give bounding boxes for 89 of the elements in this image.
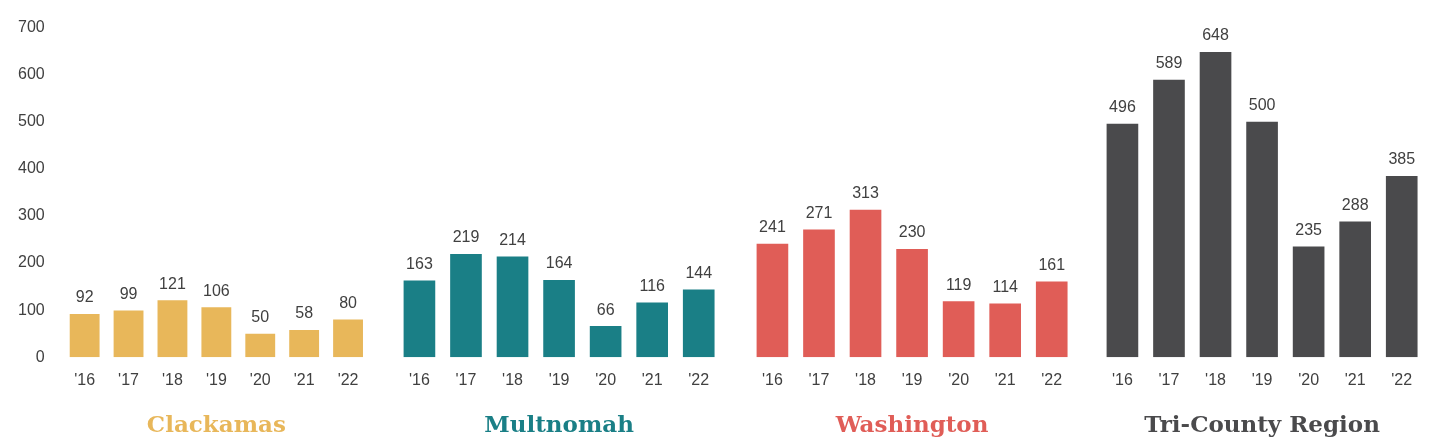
x-tick-label: '22 (688, 371, 710, 389)
bar (803, 229, 835, 358)
x-tick-label: '19 (901, 371, 923, 389)
data-label: 106 (203, 281, 230, 299)
x-tick-label: '21 (641, 371, 663, 389)
x-tick-label: '21 (1344, 371, 1366, 389)
data-label: 313 (852, 184, 879, 202)
bar (450, 254, 482, 358)
bar (942, 301, 975, 358)
data-label: 119 (945, 275, 972, 293)
bar (896, 248, 928, 358)
bar (989, 303, 1021, 358)
data-label: 144 (685, 263, 713, 281)
data-label: 288 (1341, 196, 1369, 213)
y-tick-label: 0 (35, 347, 45, 365)
y-tick-label: 100 (17, 300, 45, 318)
x-tick-label: '16 (1112, 371, 1133, 389)
x-tick-label: '17 (1158, 371, 1180, 389)
x-tick-label: '19 (205, 371, 227, 389)
x-tick-label: '18 (162, 371, 183, 389)
bar (589, 326, 622, 358)
data-label: 99 (119, 284, 138, 302)
data-label: 271 (805, 204, 833, 221)
bar (1106, 123, 1139, 358)
x-tick-label: '16 (762, 371, 783, 389)
x-tick-label: '17 (455, 371, 477, 389)
bar (1339, 221, 1371, 358)
bar (496, 256, 529, 358)
bar (1035, 281, 1068, 358)
data-label: 496 (1109, 98, 1136, 116)
x-tick-label: '19 (548, 371, 570, 389)
y-tick-label: 200 (17, 253, 45, 271)
data-label: 121 (159, 274, 186, 292)
x-tick-label: '21 (293, 371, 315, 389)
x-axis-title: Clackamas (146, 410, 286, 438)
data-label: 235 (1295, 220, 1323, 238)
data-label: 241 (759, 218, 786, 236)
x-tick-label: '21 (994, 371, 1016, 389)
x-axis-title: Washington (834, 410, 989, 438)
data-label: 385 (1388, 150, 1416, 168)
x-tick-label: '22 (337, 371, 359, 389)
data-label: 164 (545, 254, 573, 272)
data-label: 161 (1038, 255, 1066, 273)
bar (1199, 52, 1232, 358)
data-label: 648 (1202, 26, 1229, 44)
data-label: 500 (1248, 96, 1276, 114)
data-label: 116 (639, 276, 666, 294)
x-tick-label: '17 (118, 371, 140, 389)
bar (1153, 79, 1185, 358)
y-tick-label: 500 (17, 112, 45, 130)
data-label: 219 (452, 228, 480, 246)
y-tick-label: 400 (17, 159, 45, 177)
data-label: 58 (295, 304, 314, 322)
x-tick-label: '17 (808, 371, 830, 389)
x-tick-label: '20 (595, 371, 617, 389)
x-tick-label: '22 (1391, 371, 1413, 389)
bar (636, 302, 668, 358)
x-tick-label: '19 (1251, 371, 1273, 389)
data-label: 50 (251, 308, 270, 326)
bar (543, 279, 575, 358)
bar (1385, 175, 1418, 358)
data-label: 66 (596, 300, 615, 318)
bar (849, 209, 882, 358)
data-label: 92 (75, 288, 94, 306)
bar (682, 289, 715, 358)
x-tick-label: '20 (1298, 371, 1320, 389)
bar (403, 280, 436, 358)
x-tick-label: '22 (1041, 371, 1063, 389)
x-tick-label: '20 (948, 371, 970, 389)
bar (1292, 246, 1325, 358)
x-axis-title: Multnomah (484, 410, 635, 438)
x-tick-label: '16 (74, 371, 96, 389)
x-tick-label: '18 (855, 371, 877, 389)
bar (756, 243, 789, 358)
data-label: 163 (406, 254, 433, 272)
x-tick-label: '16 (409, 371, 430, 389)
y-tick-label: 600 (17, 65, 45, 83)
y-tick-label: 300 (17, 206, 45, 224)
data-label: 114 (992, 277, 1019, 295)
data-label: 80 (339, 293, 358, 311)
bar (1246, 121, 1278, 358)
x-axis-title: Tri-County Region (1144, 410, 1381, 438)
x-tick-label: '18 (502, 371, 524, 389)
data-label: 214 (499, 230, 526, 248)
y-tick-label: 700 (17, 18, 45, 36)
x-tick-label: '18 (1205, 371, 1227, 389)
data-label: 589 (1155, 54, 1183, 72)
x-tick-label: '20 (249, 371, 271, 389)
data-label: 230 (898, 223, 926, 241)
